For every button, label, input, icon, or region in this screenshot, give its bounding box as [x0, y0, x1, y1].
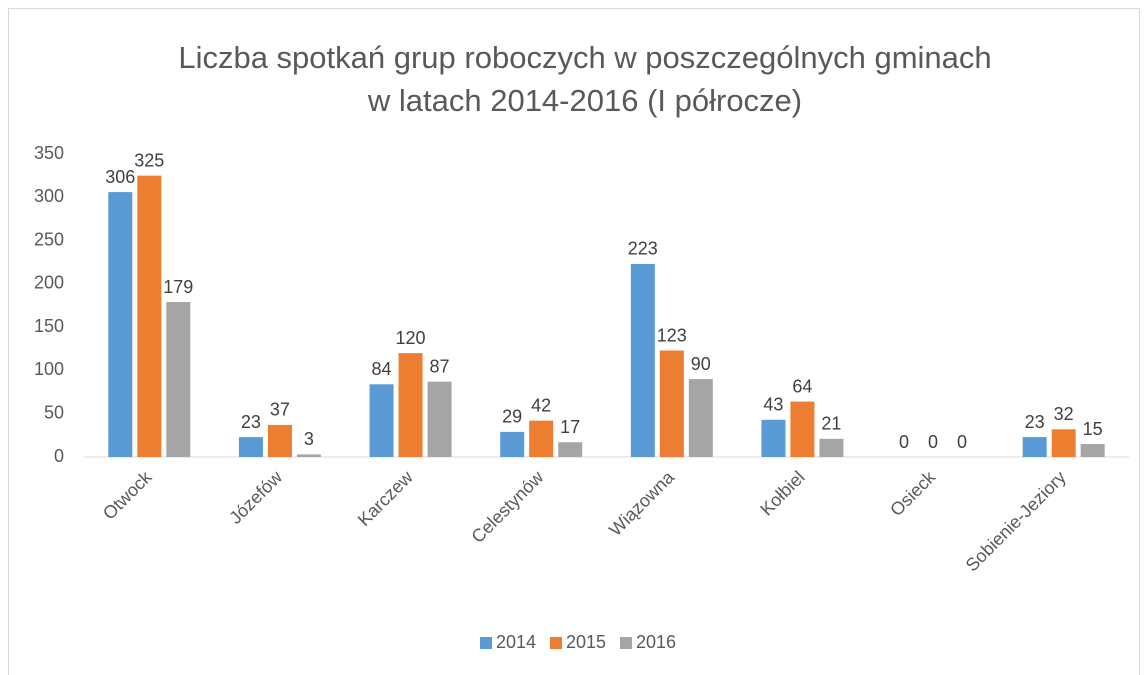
bar [659, 350, 684, 457]
data-label: 17 [560, 417, 580, 437]
bar [137, 175, 162, 457]
chart-title: Liczba spotkań grup roboczych w poszczeg… [178, 40, 991, 75]
bar [1080, 444, 1105, 457]
bar [1022, 437, 1047, 457]
bar [369, 384, 394, 457]
bar [267, 424, 292, 457]
chart-frame [8, 8, 1140, 675]
bar [529, 420, 554, 457]
bar [761, 419, 786, 457]
data-label: 123 [657, 325, 687, 345]
data-label: 84 [372, 359, 392, 379]
data-label: 23 [241, 412, 261, 432]
bar [296, 454, 321, 457]
bar [500, 431, 525, 457]
y-tick-label: 0 [54, 446, 64, 466]
legend-swatch [620, 637, 632, 649]
bar [819, 438, 844, 457]
bar [630, 263, 655, 457]
data-label: 120 [396, 328, 426, 348]
bar [108, 192, 133, 457]
legend-label: 2014 [496, 632, 536, 652]
data-label: 15 [1083, 419, 1103, 439]
data-label: 32 [1054, 404, 1074, 424]
data-label: 64 [792, 376, 812, 396]
legend-swatch [480, 637, 492, 649]
data-label: 42 [531, 395, 551, 415]
data-label: 179 [163, 277, 193, 297]
y-tick-label: 350 [34, 143, 64, 163]
bar [238, 437, 263, 457]
bar [398, 353, 423, 457]
y-tick-label: 250 [34, 229, 64, 249]
bar [427, 381, 452, 457]
legend-label: 2016 [636, 632, 676, 652]
data-label: 306 [105, 167, 135, 187]
bar [166, 302, 191, 457]
data-label: 223 [628, 239, 658, 259]
bar [558, 442, 583, 457]
data-label: 0 [928, 432, 938, 452]
data-label: 37 [270, 400, 290, 420]
y-tick-label: 150 [34, 316, 64, 336]
data-label: 29 [502, 407, 522, 427]
data-label: 23 [1025, 412, 1045, 432]
y-tick-label: 50 [44, 402, 64, 422]
legend-swatch [550, 637, 562, 649]
y-tick-label: 300 [34, 186, 64, 206]
bar [790, 401, 815, 457]
data-label: 90 [691, 354, 711, 374]
y-tick-label: 200 [34, 273, 64, 293]
y-tick-label: 100 [34, 359, 64, 379]
data-label: 21 [821, 414, 841, 434]
data-label: 325 [134, 150, 164, 170]
bar [1051, 429, 1076, 457]
legend-label: 2015 [566, 632, 606, 652]
data-label: 3 [304, 429, 314, 449]
data-label: 0 [899, 432, 909, 452]
chart-title: w latach 2014-2016 (I półrocze) [367, 83, 802, 118]
bar [688, 379, 713, 457]
data-label: 0 [957, 432, 967, 452]
data-label: 43 [763, 395, 783, 415]
data-label: 87 [430, 356, 450, 376]
